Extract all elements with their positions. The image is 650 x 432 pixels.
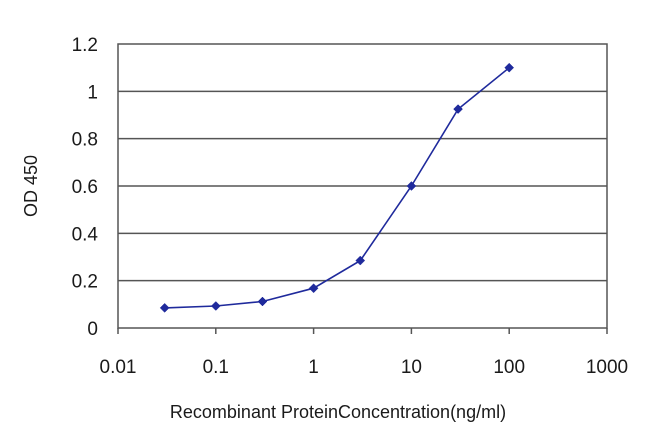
y-tick-label: 0.2 [72,272,98,293]
data-point-marker [355,255,366,266]
x-tick-label: 1000 [586,357,628,378]
y-tick-label: 0.4 [72,224,99,245]
x-tick-label: 0.1 [203,357,229,378]
y-axis-tick-labels: 0 0.2 0.4 0.6 0.8 1 1.2 [72,35,99,340]
series-line [164,67,510,309]
y-tick-label: 0.8 [72,130,98,151]
x-tick-label: 100 [493,357,525,378]
data-point-marker [210,301,221,311]
y-tick-label: 1.2 [72,35,98,56]
series-layer [159,62,515,313]
data-point-marker [308,283,319,294]
data-point-marker [504,62,515,73]
data-point-marker [159,303,170,313]
x-tick-label: 0.01 [100,357,137,378]
x-axis-tick-labels: 0.01 0.1 1 10 100 1000 [100,357,629,378]
plot-frame [117,43,608,329]
y-tick-label: 1 [87,82,98,103]
y-tick-label: 0.6 [72,177,98,198]
x-tick-label: 1 [308,357,319,378]
data-point-marker [453,104,463,114]
x-axis-ticks [117,328,608,334]
data-point-marker [406,181,417,191]
y-tick-label: 0 [87,319,98,340]
data-point-marker [257,296,268,307]
gridlines [118,90,607,282]
y-axis-title: OD 450 [21,155,41,217]
x-tick-label: 10 [401,357,422,378]
x-axis-title: Recombinant ProteinConcentration(ng/ml) [170,402,506,422]
